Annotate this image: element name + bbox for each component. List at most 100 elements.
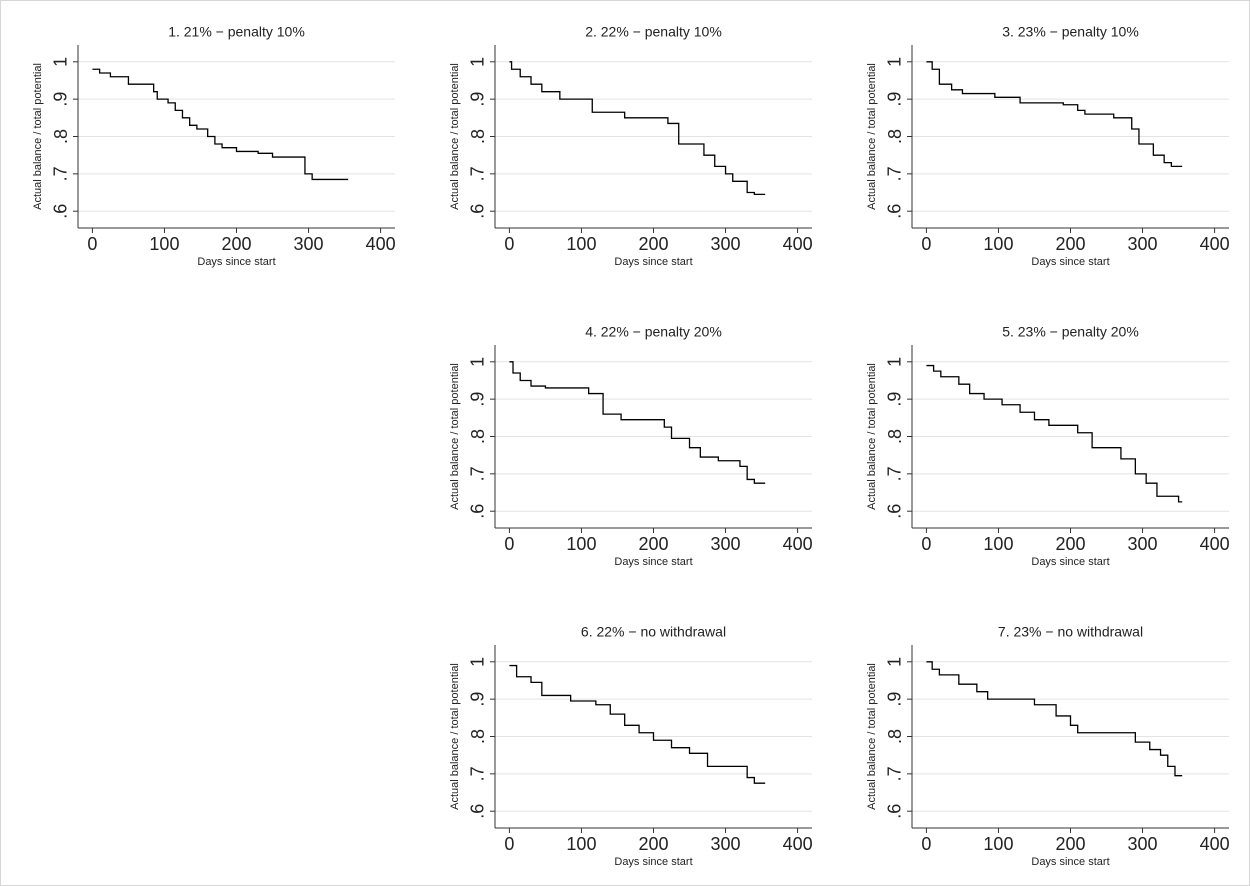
y-tick-label: .6 xyxy=(468,804,488,819)
y-tick-label: .9 xyxy=(468,392,488,407)
line xyxy=(926,61,1183,168)
y-axis-label: Actual balance / total potential xyxy=(866,63,878,210)
x-tick-label: 400 xyxy=(1200,834,1230,854)
y-tick-label: .7 xyxy=(468,766,488,781)
y-tick-label: .6 xyxy=(468,204,488,219)
x-axis-label: Days since start xyxy=(197,256,275,268)
x-tick-label: 0 xyxy=(921,234,931,254)
x-tick-label: 300 xyxy=(1128,234,1158,254)
x-tick-label: 400 xyxy=(783,834,813,854)
y-tick-label: .9 xyxy=(885,92,905,107)
x-tick-label: 200 xyxy=(638,534,668,554)
x-tick-label: 200 xyxy=(1055,834,1085,854)
y-tick-label: .9 xyxy=(885,692,905,707)
y-tick-label: .9 xyxy=(51,92,71,107)
x-tick-label: 100 xyxy=(566,534,596,554)
y-axis-label: Actual balance / total potential xyxy=(32,63,44,210)
x-tick-label: 200 xyxy=(1055,234,1085,254)
x-tick-label: 0 xyxy=(504,534,514,554)
x-tick-label: 200 xyxy=(638,234,668,254)
y-tick-label: .6 xyxy=(885,504,905,519)
y-tick-label: .6 xyxy=(885,204,905,219)
line xyxy=(92,68,349,181)
y-axis-label: Actual balance / total potential xyxy=(449,363,461,510)
y-tick-label: .6 xyxy=(51,204,71,219)
y-tick-label: .7 xyxy=(468,166,488,181)
chart-title: 5. 23% − penalty 20% xyxy=(1002,324,1139,340)
y-tick-label: .8 xyxy=(51,129,71,144)
x-tick-label: 200 xyxy=(638,834,668,854)
y-tick-label: .7 xyxy=(885,466,905,481)
x-tick-label: 100 xyxy=(149,234,179,254)
x-tick-label: 300 xyxy=(1128,534,1158,554)
line xyxy=(509,61,766,196)
x-tick-label: 100 xyxy=(983,234,1013,254)
y-tick-label: .7 xyxy=(885,166,905,181)
x-axis-label: Days since start xyxy=(1031,856,1109,868)
y-tick-label: .7 xyxy=(885,766,905,781)
x-tick-label: 200 xyxy=(221,234,251,254)
x-axis-label: Days since start xyxy=(614,556,692,568)
y-tick-label: .8 xyxy=(468,429,488,444)
x-tick-label: 0 xyxy=(921,834,931,854)
chart-title: 1. 21% − penalty 10% xyxy=(168,24,305,40)
x-tick-label: 400 xyxy=(783,534,813,554)
y-tick-label: .9 xyxy=(468,692,488,707)
y-tick-label: 1 xyxy=(51,57,71,67)
x-tick-label: 0 xyxy=(87,234,97,254)
line xyxy=(509,664,766,784)
y-tick-label: .9 xyxy=(468,92,488,107)
y-tick-label: .6 xyxy=(885,804,905,819)
y-tick-label: .9 xyxy=(885,392,905,407)
y-axis-label: Actual balance / total potential xyxy=(866,363,878,510)
x-tick-label: 400 xyxy=(366,234,396,254)
y-axis-label: Actual balance / total potential xyxy=(449,663,461,810)
y-tick-label: 1 xyxy=(885,57,905,67)
y-tick-label: 1 xyxy=(885,657,905,667)
y-tick-label: 1 xyxy=(468,657,488,667)
y-tick-label: .8 xyxy=(885,129,905,144)
y-axis-label: Actual balance / total potential xyxy=(449,63,461,210)
x-tick-label: 300 xyxy=(294,234,324,254)
chart-title: 6. 22% − no withdrawal xyxy=(581,624,726,640)
y-tick-label: 1 xyxy=(468,357,488,367)
x-axis-label: Days since start xyxy=(1031,256,1109,268)
x-tick-label: 100 xyxy=(566,834,596,854)
x-tick-label: 300 xyxy=(711,234,741,254)
chart-title: 4. 22% − penalty 20% xyxy=(585,324,722,340)
y-tick-label: 1 xyxy=(885,357,905,367)
x-tick-label: 100 xyxy=(566,234,596,254)
x-tick-label: 300 xyxy=(711,834,741,854)
x-tick-label: 400 xyxy=(1200,534,1230,554)
x-axis-label: Days since start xyxy=(614,856,692,868)
x-axis-label: Days since start xyxy=(614,256,692,268)
x-tick-label: 200 xyxy=(1055,534,1085,554)
y-tick-label: 1 xyxy=(468,57,488,67)
x-tick-label: 300 xyxy=(1128,834,1158,854)
y-tick-label: .6 xyxy=(468,504,488,519)
y-axis-label: Actual balance / total potential xyxy=(866,663,878,810)
y-tick-label: .8 xyxy=(468,129,488,144)
x-tick-label: 300 xyxy=(711,534,741,554)
x-tick-label: 100 xyxy=(983,534,1013,554)
x-tick-label: 0 xyxy=(921,534,931,554)
line xyxy=(926,661,1183,777)
x-tick-label: 0 xyxy=(504,234,514,254)
x-tick-label: 400 xyxy=(783,234,813,254)
y-tick-label: .8 xyxy=(885,429,905,444)
chart-title: 7. 23% − no withdrawal xyxy=(998,624,1143,640)
y-tick-label: .7 xyxy=(51,166,71,181)
y-tick-label: .8 xyxy=(885,729,905,744)
line xyxy=(926,364,1183,503)
chart-title: 3. 23% − penalty 10% xyxy=(1002,24,1139,40)
x-axis-label: Days since start xyxy=(1031,556,1109,568)
line xyxy=(509,361,766,484)
x-tick-label: 0 xyxy=(504,834,514,854)
y-tick-label: .8 xyxy=(468,729,488,744)
y-tick-label: .7 xyxy=(468,466,488,481)
x-tick-label: 100 xyxy=(983,834,1013,854)
x-tick-label: 400 xyxy=(1200,234,1230,254)
chart-title: 2. 22% − penalty 10% xyxy=(585,24,722,40)
